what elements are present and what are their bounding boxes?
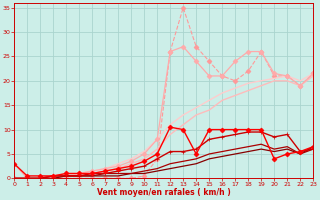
X-axis label: Vent moyen/en rafales ( km/h ): Vent moyen/en rafales ( km/h ) bbox=[97, 188, 230, 197]
